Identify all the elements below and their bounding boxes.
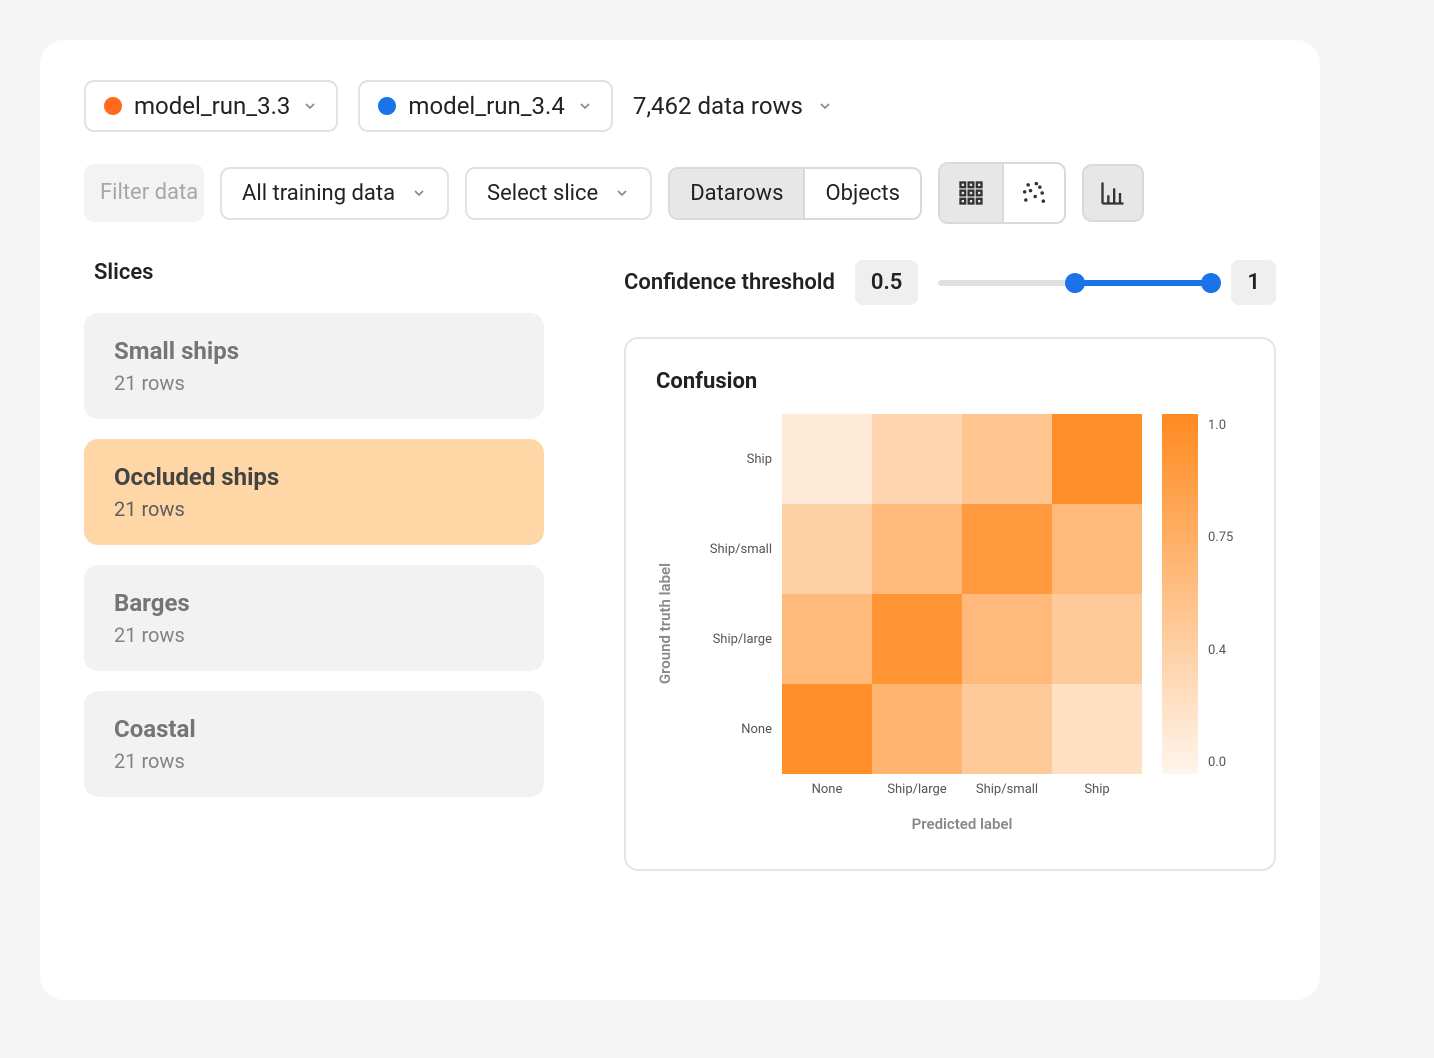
grid-icon xyxy=(957,179,985,207)
x-labels-row: NoneShip/largeShip/smallShip xyxy=(694,782,1142,797)
confusion-cell[interactable] xyxy=(872,414,962,504)
layout-segment xyxy=(938,162,1066,224)
colorbar-wrap: 1.0 0.75 0.4 0.0 xyxy=(1162,414,1233,833)
threshold-slider[interactable] xyxy=(938,280,1211,286)
confusion-cell[interactable] xyxy=(1052,684,1142,774)
confusion-cell[interactable] xyxy=(962,594,1052,684)
slice-card[interactable]: Occluded ships 21 rows xyxy=(84,439,544,545)
model-chip-a[interactable]: model_run_3.3 xyxy=(84,80,338,132)
slice-row-count: 21 rows xyxy=(114,497,514,521)
colorbar-tick: 1.0 xyxy=(1208,418,1233,433)
app-root: model_run_3.3 model_run_3.4 7,462 data r… xyxy=(40,40,1320,1000)
row-label: None xyxy=(694,684,782,774)
slice-name: Coastal xyxy=(114,715,514,743)
data-rows-count: 7,462 data rows xyxy=(633,92,803,120)
right-panel: Confidence threshold 0.5 1 Confusion Gro… xyxy=(624,260,1276,871)
row-label: Ship/small xyxy=(694,504,782,594)
slice-row-count: 21 rows xyxy=(114,623,514,647)
slice-card[interactable]: Barges 21 rows xyxy=(84,565,544,671)
grid-view-button[interactable] xyxy=(940,164,1002,222)
slider-handle-low[interactable] xyxy=(1065,273,1085,293)
view-datarows-label: Datarows xyxy=(690,181,783,206)
col-label: Ship/large xyxy=(872,782,962,797)
matrix-block: ShipShip/smallShip/largeNone NoneShip/la… xyxy=(694,414,1142,833)
col-label: Ship xyxy=(1052,782,1142,797)
model-chip-b[interactable]: model_run_3.4 xyxy=(358,80,612,132)
confusion-cell[interactable] xyxy=(872,684,962,774)
scatter-view-button[interactable] xyxy=(1002,164,1064,222)
colorbar xyxy=(1162,414,1198,774)
confusion-cell[interactable] xyxy=(872,594,962,684)
confusion-title: Confusion xyxy=(656,369,1244,394)
confusion-cell[interactable] xyxy=(782,504,872,594)
confusion-cell[interactable] xyxy=(872,504,962,594)
chevron-down-icon xyxy=(614,185,630,201)
col-label: Ship/small xyxy=(962,782,1052,797)
threshold-low-value: 0.5 xyxy=(855,260,918,305)
confusion-cell[interactable] xyxy=(782,414,872,504)
slice-card[interactable]: Small ships 21 rows xyxy=(84,313,544,419)
confusion-cell[interactable] xyxy=(1052,414,1142,504)
model-a-label: model_run_3.3 xyxy=(134,92,290,120)
content-row: Slices Small ships 21 rows Occluded ships 2… xyxy=(84,260,1276,871)
confusion-cell[interactable] xyxy=(962,504,1052,594)
threshold-high-value: 1 xyxy=(1231,260,1276,305)
view-objects-button[interactable]: Objects xyxy=(803,169,920,218)
chevron-down-icon xyxy=(817,98,833,114)
slice-row-count: 21 rows xyxy=(114,371,514,395)
slices-title: Slices xyxy=(84,260,564,285)
model-a-color-dot xyxy=(104,97,122,115)
slice-select-label: Select slice xyxy=(487,181,598,206)
slices-panel: Slices Small ships 21 rows Occluded ships 2… xyxy=(84,260,564,871)
slider-handle-high[interactable] xyxy=(1201,273,1221,293)
model-b-label: model_run_3.4 xyxy=(408,92,564,120)
y-axis-label: Ground truth label xyxy=(656,563,674,684)
x-axis-label: Predicted label xyxy=(782,815,1142,833)
chart-view-button[interactable] xyxy=(1082,164,1144,222)
slice-list: Small ships21 rowsOccluded ships21 rowsB… xyxy=(84,313,564,797)
confusion-cell[interactable] xyxy=(782,594,872,684)
confusion-cell[interactable] xyxy=(782,684,872,774)
slice-name: Barges xyxy=(114,589,514,617)
slice-card[interactable]: Coastal 21 rows xyxy=(84,691,544,797)
toolbar-row: Filter data All training data Select sli… xyxy=(84,162,1276,224)
view-objects-label: Objects xyxy=(825,181,900,206)
filter-placeholder: Filter data xyxy=(100,180,198,205)
colorbar-tick: 0.0 xyxy=(1208,755,1233,770)
confusion-cell[interactable] xyxy=(1052,594,1142,684)
slice-name: Small ships xyxy=(114,337,514,365)
slice-row-count: 21 rows xyxy=(114,749,514,773)
model-b-color-dot xyxy=(378,97,396,115)
confusion-cell[interactable] xyxy=(962,684,1052,774)
row-label: Ship/large xyxy=(694,594,782,684)
chevron-down-icon xyxy=(411,185,427,201)
slice-name: Occluded ships xyxy=(114,463,514,491)
y-axis-wrap: Ground truth label xyxy=(656,414,674,833)
col-label: None xyxy=(782,782,872,797)
filter-data-input[interactable]: Filter data xyxy=(84,164,204,222)
colorbar-tick: 0.4 xyxy=(1208,643,1233,658)
threshold-label: Confidence threshold xyxy=(624,270,835,295)
data-rows-dropdown[interactable]: 7,462 data rows xyxy=(633,92,833,120)
scatter-icon xyxy=(1020,179,1048,207)
threshold-row: Confidence threshold 0.5 1 xyxy=(624,260,1276,305)
matrix-wrap: Ground truth label ShipShip/smallShip/la… xyxy=(656,414,1244,833)
slider-fill xyxy=(1075,280,1212,286)
training-data-label: All training data xyxy=(242,181,395,206)
confusion-cell[interactable] xyxy=(1052,504,1142,594)
colorbar-tick: 0.75 xyxy=(1208,530,1233,545)
training-data-select[interactable]: All training data xyxy=(220,167,449,220)
chevron-down-icon xyxy=(577,98,593,114)
view-segment: Datarows Objects xyxy=(668,167,922,220)
colorbar-ticks: 1.0 0.75 0.4 0.0 xyxy=(1208,414,1233,774)
view-datarows-button[interactable]: Datarows xyxy=(670,169,803,218)
row-label: Ship xyxy=(694,414,782,504)
confusion-matrix: ShipShip/smallShip/largeNone xyxy=(694,414,1142,774)
confusion-cell[interactable] xyxy=(962,414,1052,504)
slice-select[interactable]: Select slice xyxy=(465,167,652,220)
confusion-card: Confusion Ground truth label ShipShip/sm… xyxy=(624,337,1276,871)
bar-chart-icon xyxy=(1099,179,1127,207)
model-selector-row: model_run_3.3 model_run_3.4 7,462 data r… xyxy=(84,80,1276,132)
chevron-down-icon xyxy=(302,98,318,114)
